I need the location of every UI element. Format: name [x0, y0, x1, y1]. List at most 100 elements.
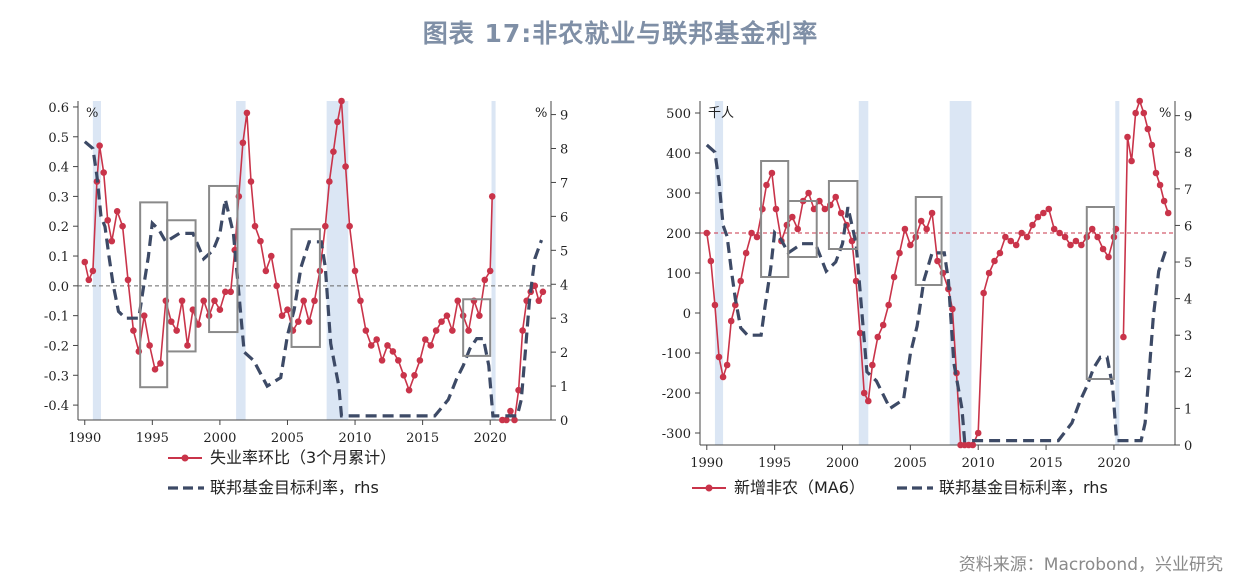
- data-point: [515, 386, 522, 394]
- data-point: [707, 257, 715, 265]
- data-point: [488, 193, 496, 200]
- data-point: [346, 222, 353, 230]
- data-point: [300, 297, 307, 305]
- data-point: [535, 297, 543, 305]
- data-point: [1012, 241, 1020, 249]
- left-tick-label: -100: [662, 347, 691, 362]
- data-point: [157, 360, 164, 367]
- recession-band: [1115, 101, 1120, 445]
- data-point: [1099, 245, 1107, 253]
- data-point: [1094, 233, 1101, 241]
- left-tick-label: 300: [666, 187, 691, 202]
- highlight-box: [787, 200, 818, 258]
- data-point: [949, 305, 956, 313]
- left-tick-label: 0.2: [48, 220, 69, 235]
- data-point: [742, 249, 750, 257]
- data-point: [519, 327, 526, 334]
- legend-label: 新增非农（MA6）: [734, 478, 865, 497]
- data-point: [1152, 169, 1160, 177]
- data-point: [389, 348, 397, 355]
- data-point: [342, 163, 349, 170]
- data-point: [1136, 97, 1144, 105]
- fed-funds-rate-line: [83, 140, 544, 418]
- data-point: [113, 208, 121, 215]
- data-point: [737, 277, 745, 285]
- data-point: [454, 297, 462, 305]
- data-point: [901, 225, 909, 233]
- data-point: [373, 336, 380, 343]
- left-tick-label: -300: [662, 427, 691, 442]
- right-tick-label: 6: [1184, 219, 1192, 234]
- data-point: [411, 371, 418, 379]
- data-point: [856, 329, 864, 337]
- data-point: [768, 169, 776, 177]
- left-tick-label: -0.1: [44, 310, 69, 325]
- data-point: [715, 353, 723, 361]
- data-point: [151, 366, 159, 373]
- data-point: [1156, 181, 1164, 189]
- x-tick-label: 2010: [338, 431, 371, 446]
- right-tick-label: 3: [1184, 329, 1192, 344]
- right-tick-label: 7: [560, 176, 568, 191]
- data-point: [140, 312, 148, 319]
- data-point: [503, 416, 510, 424]
- left-tick-label: -0.2: [44, 339, 69, 354]
- data-point: [405, 386, 413, 394]
- right-tick-label: 0: [1184, 439, 1192, 454]
- highlight-box: [290, 228, 321, 348]
- chart-title: 图表 17:非农就业与联邦基金利率: [422, 19, 819, 48]
- data-point: [980, 289, 987, 297]
- data-point: [805, 189, 812, 197]
- recession-band: [236, 101, 246, 420]
- data-point: [1124, 133, 1131, 141]
- data-point: [748, 229, 755, 237]
- data-point: [81, 258, 89, 266]
- x-tick-label: 2015: [406, 431, 439, 446]
- data-series-line: [502, 283, 544, 423]
- left-unit-label: %: [86, 106, 98, 121]
- source-note: 资料来源：Macrobond，兴业研究: [958, 555, 1223, 575]
- data-point: [227, 288, 235, 296]
- data-point: [216, 306, 224, 313]
- data-point: [384, 342, 391, 349]
- x-tick-label: 1990: [690, 456, 723, 471]
- data-point: [1078, 241, 1085, 249]
- data-point: [278, 312, 286, 319]
- data-point: [194, 321, 202, 328]
- right-panel: 500 400 300 200 100 0 -100 -200 -300 9 8 7 6 5 4 3 2 1 0 19…: [662, 97, 1192, 497]
- data-point: [917, 217, 925, 225]
- data-point: [934, 257, 941, 265]
- left-tick-label: 100: [666, 267, 691, 282]
- recession-band: [714, 101, 724, 445]
- data-point: [239, 139, 247, 147]
- right-tick-label: 5: [1184, 256, 1192, 271]
- left-panel: 0.6 0.5 0.4 0.3 0.2 0.1 0.0 -0.1 -0.2 -0.3 -0.4 9 8 7…: [44, 97, 568, 497]
- x-tick-label: 2000: [826, 456, 859, 471]
- left-tick-label: -200: [662, 387, 691, 402]
- right-tick-label: 9: [1184, 110, 1192, 125]
- recession-band: [949, 101, 972, 445]
- highlight-box: [462, 298, 492, 357]
- data-point: [794, 225, 802, 233]
- x-tick-label: 2020: [474, 431, 507, 446]
- data-point: [108, 237, 116, 245]
- data-point: [852, 277, 860, 285]
- data-point: [928, 209, 936, 217]
- data-point: [438, 318, 445, 325]
- data-point: [449, 327, 456, 334]
- data-point: [1018, 229, 1025, 237]
- data-point: [1164, 209, 1172, 217]
- right-tick-label: 6: [560, 210, 568, 225]
- data-point: [885, 301, 892, 309]
- data-point: [416, 357, 424, 364]
- data-point: [146, 342, 153, 349]
- data-point: [1045, 205, 1053, 213]
- data-point: [362, 327, 370, 334]
- data-point: [1120, 333, 1127, 341]
- data-point: [511, 416, 518, 424]
- data-series-line: [84, 100, 493, 393]
- data-point: [211, 297, 218, 305]
- right-tick-label: 3: [560, 312, 568, 327]
- right-tick-label: 9: [560, 109, 568, 124]
- left-tick-label: -0.4: [44, 399, 69, 414]
